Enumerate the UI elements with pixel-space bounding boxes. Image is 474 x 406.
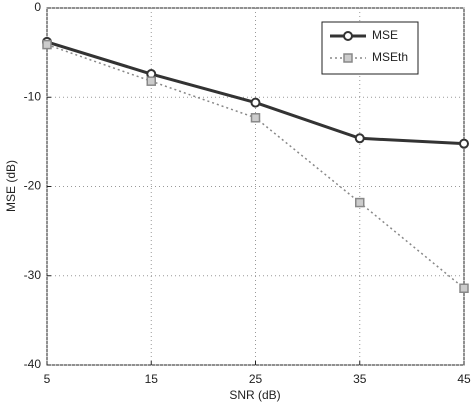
y-tick-label: -40 (24, 357, 42, 371)
x-axis-label: SNR (dB) (229, 388, 280, 402)
legend-label: MSEth (372, 50, 408, 64)
marker (250, 113, 261, 123)
y-axis-label: MSE (dB) (4, 160, 18, 212)
x-tick-label: 45 (457, 372, 471, 386)
legend-marker (343, 53, 353, 63)
legend-box (321, 21, 419, 75)
y-tick-label: -20 (24, 179, 42, 193)
marker (355, 197, 365, 208)
marker (459, 138, 469, 149)
marker (42, 39, 52, 50)
legend-marker (343, 31, 353, 41)
marker (146, 76, 156, 86)
marker (459, 283, 469, 293)
x-tick-label: 15 (145, 372, 159, 386)
x-tick-label: 35 (353, 372, 367, 386)
marker (250, 97, 261, 108)
x-tick-label: 25 (249, 372, 263, 386)
marker (354, 133, 365, 144)
y-tick-label: 0 (34, 0, 41, 14)
x-tick-label: 5 (44, 372, 51, 386)
legend-label: MSE (372, 28, 398, 42)
y-tick-label: -30 (24, 268, 42, 282)
y-tick-label: -10 (24, 89, 42, 103)
